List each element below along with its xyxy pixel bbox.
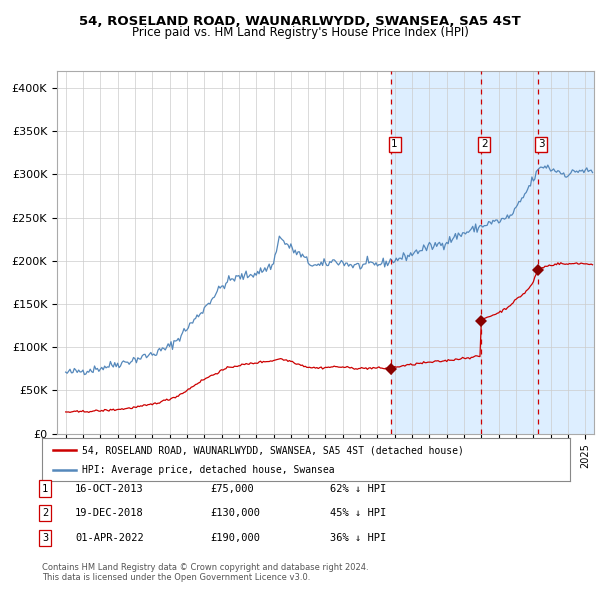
Text: 54, ROSELAND ROAD, WAUNARLWYDD, SWANSEA, SA5 4ST (detached house): 54, ROSELAND ROAD, WAUNARLWYDD, SWANSEA,… — [82, 445, 463, 455]
Text: 2: 2 — [481, 139, 487, 149]
Text: 2: 2 — [42, 509, 48, 518]
Text: 36% ↓ HPI: 36% ↓ HPI — [330, 533, 386, 543]
Text: 01-APR-2022: 01-APR-2022 — [75, 533, 144, 543]
Text: Price paid vs. HM Land Registry's House Price Index (HPI): Price paid vs. HM Land Registry's House … — [131, 26, 469, 39]
Text: 62% ↓ HPI: 62% ↓ HPI — [330, 484, 386, 493]
Text: 3: 3 — [42, 533, 48, 543]
Text: 45% ↓ HPI: 45% ↓ HPI — [330, 509, 386, 518]
Text: 1: 1 — [42, 484, 48, 493]
Bar — [391, 71, 600, 434]
Text: This data is licensed under the Open Government Licence v3.0.: This data is licensed under the Open Gov… — [42, 573, 310, 582]
Text: £190,000: £190,000 — [210, 533, 260, 543]
Text: Contains HM Land Registry data © Crown copyright and database right 2024.: Contains HM Land Registry data © Crown c… — [42, 563, 368, 572]
Text: 54, ROSELAND ROAD, WAUNARLWYDD, SWANSEA, SA5 4ST: 54, ROSELAND ROAD, WAUNARLWYDD, SWANSEA,… — [79, 15, 521, 28]
Text: £75,000: £75,000 — [210, 484, 254, 493]
Text: 3: 3 — [538, 139, 544, 149]
Text: HPI: Average price, detached house, Swansea: HPI: Average price, detached house, Swan… — [82, 466, 334, 475]
Text: 1: 1 — [391, 139, 398, 149]
Text: £130,000: £130,000 — [210, 509, 260, 518]
Text: 19-DEC-2018: 19-DEC-2018 — [75, 509, 144, 518]
Text: 16-OCT-2013: 16-OCT-2013 — [75, 484, 144, 493]
